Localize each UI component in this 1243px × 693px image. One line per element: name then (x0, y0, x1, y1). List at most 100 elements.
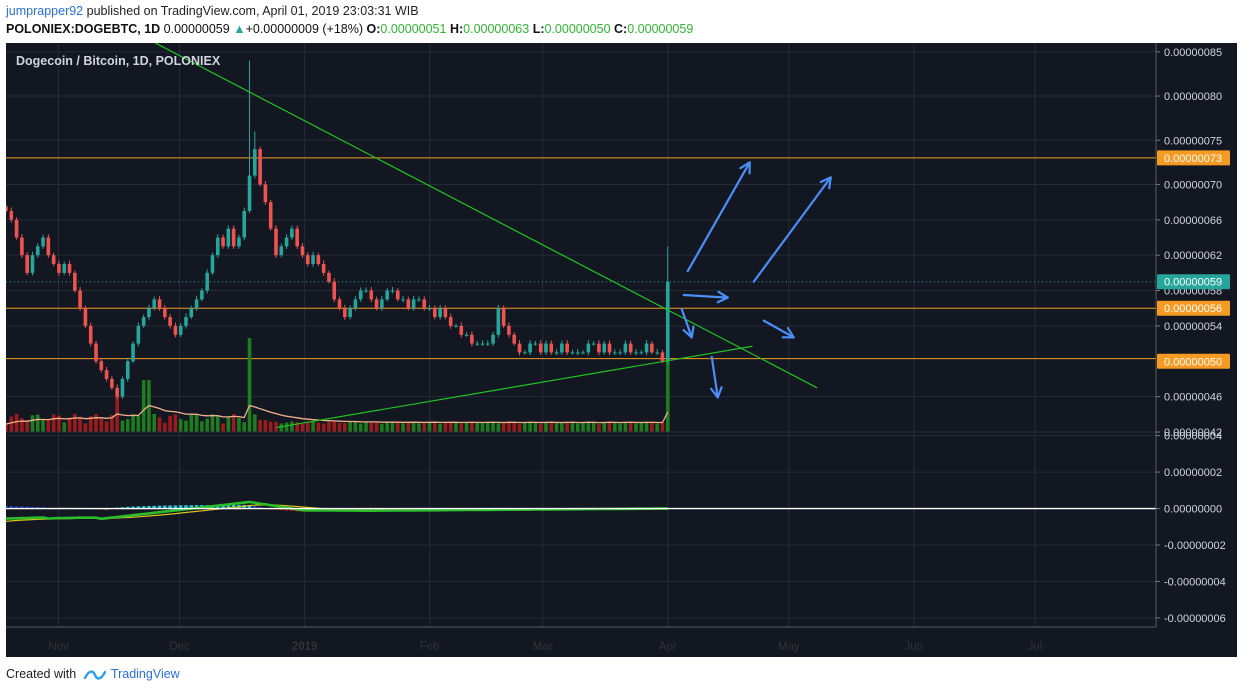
macd-histogram-bar (141, 506, 146, 509)
candle-body (454, 325, 458, 327)
candle-body (374, 299, 379, 309)
macd-histogram-bar (4, 505, 8, 509)
tradingview-brand[interactable]: TradingView (110, 667, 180, 681)
chart-container[interactable]: 0.00000085 0.00000080 0.00000075 0.00000070… (4, 42, 1237, 657)
candle-body (41, 237, 45, 247)
volume-bar (454, 422, 458, 432)
macd-histogram-bar (284, 508, 289, 511)
volume-bar (533, 422, 538, 432)
candle-body (311, 255, 315, 265)
price-tick-label: 0.00000054 (1164, 321, 1222, 333)
candle-body (623, 343, 628, 353)
candle-body (570, 352, 575, 354)
macd-histogram-bar (173, 505, 178, 509)
arrow-up-icon (752, 176, 832, 283)
volume-ma-line (5, 404, 669, 425)
author-link[interactable]: jumprapper92 (6, 4, 84, 18)
close-value: 0.00000059 (627, 22, 694, 36)
volume-bar (57, 415, 61, 432)
candle-body (364, 290, 368, 292)
macd-histogram-bar (178, 505, 183, 509)
volume-bar (528, 421, 532, 432)
candle-body (247, 175, 252, 211)
publish-info: jumprapper92 published on TradingView.co… (6, 4, 419, 18)
macd-axis[interactable]: 0.00000004 0.00000002 0.00000000 -0.0000000… (1156, 431, 1226, 625)
volume-bar (655, 423, 659, 432)
volume-bar (523, 422, 527, 432)
candle-body (173, 325, 178, 335)
time-tick-label: Feb (420, 641, 440, 653)
price-tick-label: 0.00000062 (1164, 250, 1222, 262)
volume-bar (253, 414, 257, 432)
candle-body (512, 334, 517, 344)
candle-body (168, 317, 172, 326)
volume-bar (9, 416, 14, 432)
time-axis[interactable]: Nov Dec 2019 Feb Mar Apr May Jun Jul (48, 641, 1042, 653)
time-tick-label: Mar (533, 641, 553, 653)
candle-body (517, 343, 522, 353)
macd-histogram-bar (35, 506, 40, 509)
volume-bar (380, 423, 384, 432)
arrow-shaft (680, 308, 693, 339)
trendlines (155, 42, 818, 429)
volume-bar (464, 421, 469, 432)
candle-body (411, 299, 416, 309)
price-scale-background[interactable] (1156, 43, 1237, 657)
candle-body (200, 290, 204, 300)
published-text: published on TradingView.com, April 01, … (86, 4, 419, 18)
macd-line (5, 500, 668, 521)
volume-bar (237, 417, 241, 432)
volume-bar (644, 421, 649, 432)
price-tick-label: 0.00000046 (1164, 392, 1222, 404)
volume-bar (607, 421, 612, 432)
volume-bar (41, 420, 45, 432)
volume-bar (279, 423, 284, 432)
macd-histogram-bar (184, 505, 188, 509)
candle-body (263, 184, 268, 203)
price-chart[interactable]: 0.00000085 0.00000080 0.00000075 0.00000070… (4, 42, 1237, 657)
low-label: L: (532, 22, 545, 36)
candle-body (533, 343, 538, 345)
arrow-head (739, 161, 751, 175)
volume-bar (422, 422, 427, 432)
candle-body (152, 299, 157, 309)
volume-bar (427, 421, 432, 432)
macd-histogram-bar (163, 505, 167, 509)
candle-body (189, 308, 194, 318)
candle-body (210, 255, 215, 273)
volume-bar (305, 422, 310, 432)
volume-bar (374, 422, 379, 432)
candle-body (104, 370, 109, 379)
candle-body (395, 290, 400, 300)
annotation-arrows (680, 161, 832, 399)
volume-bar (411, 421, 416, 432)
candle-body (4, 206, 8, 211)
high-value: 0.00000063 (463, 22, 530, 36)
volume-bar (268, 421, 273, 432)
volume-bar (25, 421, 29, 432)
volume-bar (459, 423, 464, 432)
volume-bar (433, 421, 437, 432)
macd-histogram-bar (231, 504, 236, 509)
volume-bar (660, 422, 665, 432)
volume-bar (597, 423, 601, 432)
candle-body (369, 290, 374, 300)
candle-body (390, 290, 395, 292)
candle-body (343, 308, 347, 318)
candle-body (353, 299, 358, 309)
chart-title: Dogecoin / Bitcoin, 1D, POLONIEX (16, 54, 221, 68)
volume-bar (274, 421, 278, 432)
candle-body (417, 299, 421, 301)
arrow-head (682, 325, 695, 339)
ohlc-line: POLONIEX:DOGEBTC, 1D 0.00000059 ▲+0.0000… (6, 22, 693, 36)
price-axis[interactable]: 0.00000085 0.00000080 0.00000075 0.00000070… (1156, 47, 1230, 439)
volume-bar (300, 423, 305, 432)
level-price-label: 0.00000050 (1157, 353, 1230, 369)
volume-bar (650, 421, 654, 432)
volume-bar (46, 419, 51, 432)
arrow-down-icon (680, 308, 695, 339)
candle-body (422, 299, 427, 309)
volume-bar (586, 421, 591, 432)
macd-tick-label: -0.00000004 (1164, 576, 1226, 588)
symbol-label: POLONIEX:DOGEBTC, 1D (6, 22, 161, 36)
